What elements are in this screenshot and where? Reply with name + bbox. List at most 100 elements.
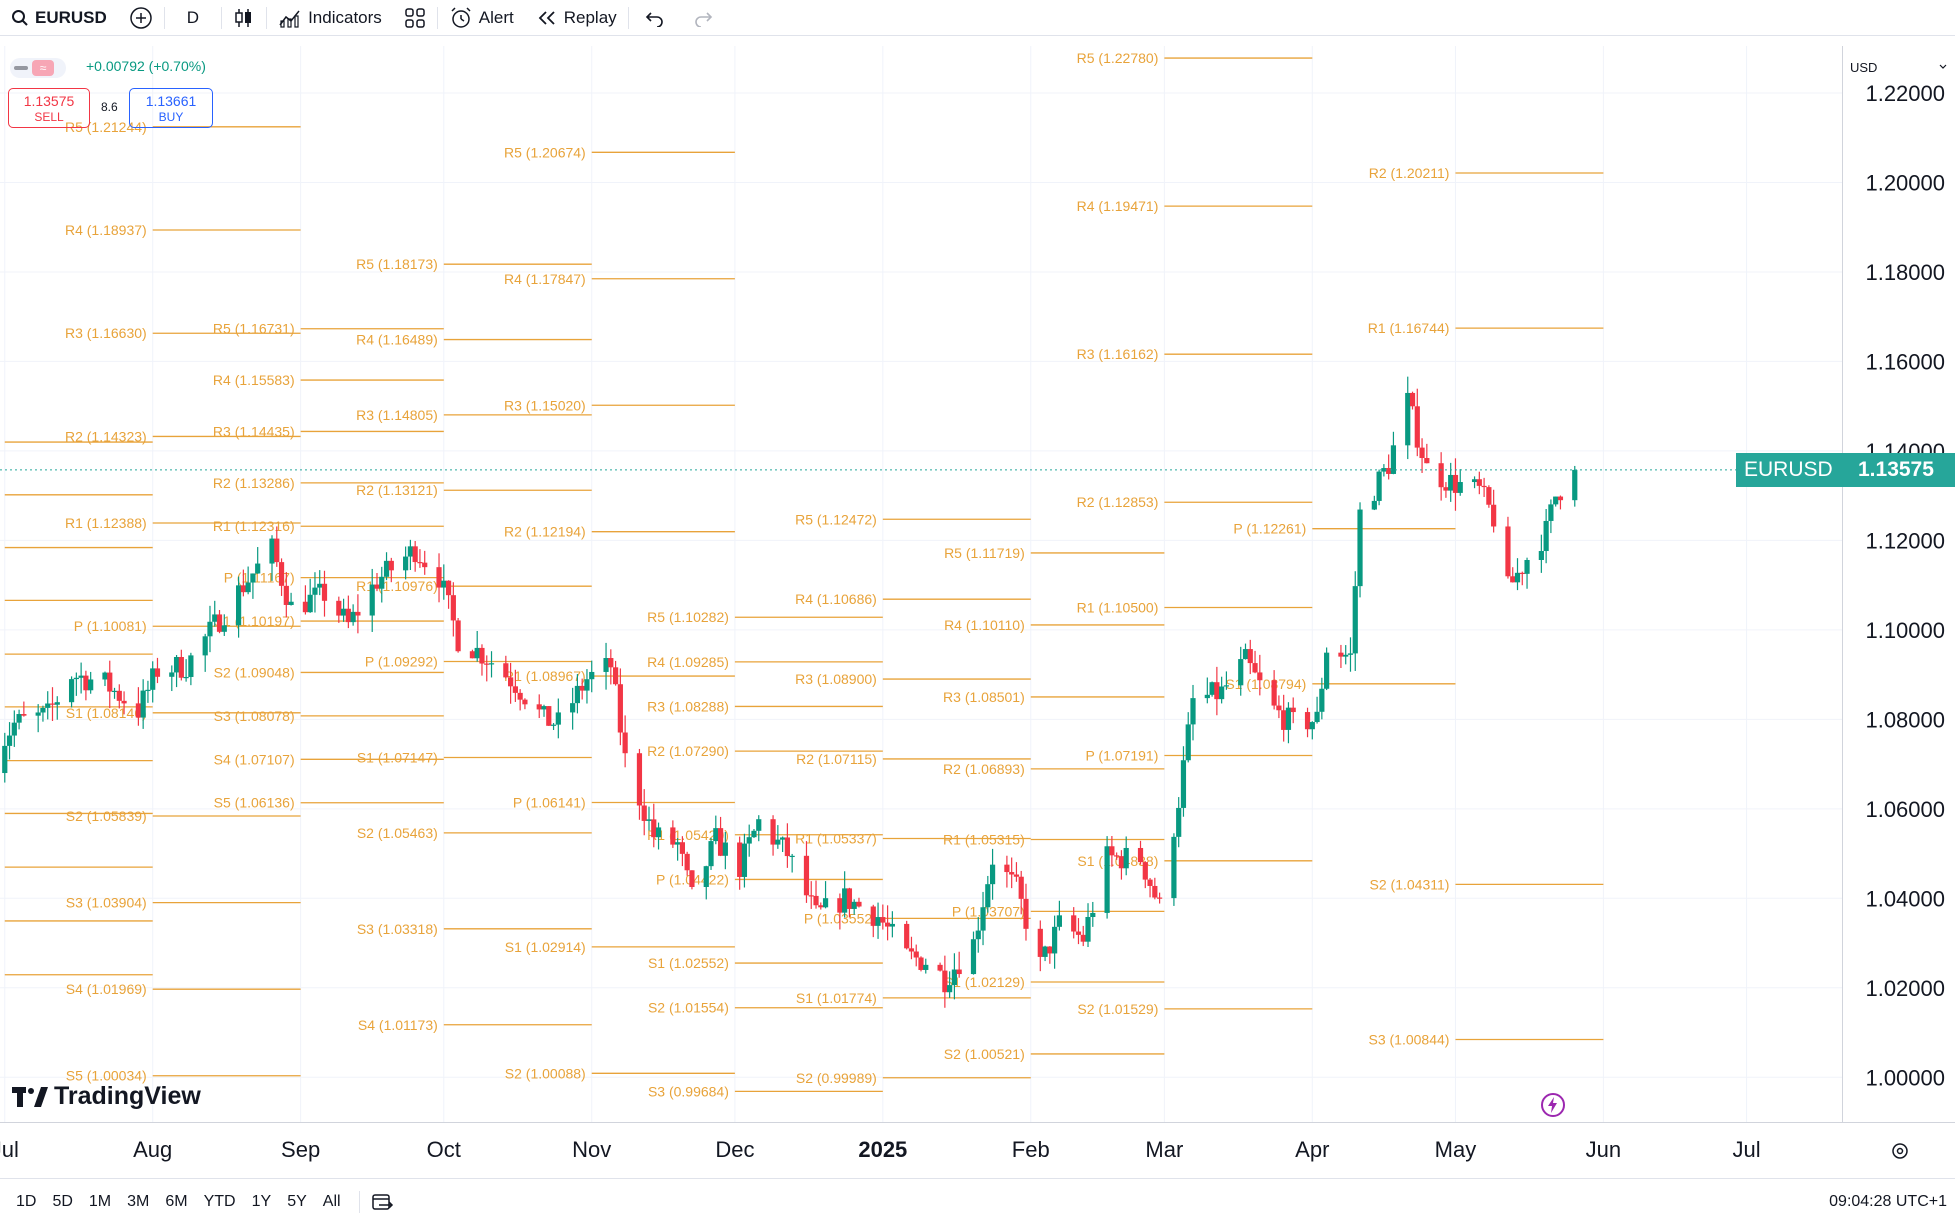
candle-body	[1352, 586, 1358, 654]
candle-body	[780, 837, 786, 840]
compare-symbol-button[interactable]	[118, 0, 164, 36]
pivot-label: S2 (1.05839)	[66, 808, 147, 824]
pivot-label: S3 (1.08078)	[214, 708, 295, 724]
range-button-6m[interactable]: 6M	[165, 1192, 188, 1210]
currency-label: USD	[1850, 59, 1878, 75]
alert-button[interactable]: Alert	[438, 0, 525, 36]
candle-body	[111, 690, 118, 693]
pivot-label: P (1.09292)	[365, 654, 438, 670]
redo-button[interactable]	[681, 0, 725, 36]
candle-body	[808, 895, 814, 897]
candle-body	[403, 556, 409, 571]
chart-pane[interactable]: R5 (1.14197)R4 (1.13018)R3 (1.11839)R2 (…	[0, 46, 1842, 1122]
candle-body	[307, 594, 313, 613]
candle-body	[636, 753, 643, 806]
candle-body	[1242, 649, 1249, 660]
candle-body	[1047, 946, 1053, 954]
redo-icon	[694, 11, 712, 27]
price-chart[interactable]: R5 (1.14197)R4 (1.13018)R3 (1.11839)R2 (…	[0, 46, 1842, 1122]
candle-body	[1553, 496, 1559, 505]
pivot-label: R2 (1.20211)	[1369, 165, 1450, 181]
pivot-label: R5 (1.21244)	[65, 119, 147, 135]
candle-body	[956, 969, 962, 975]
candle-body	[1319, 688, 1325, 712]
range-button-all[interactable]: All	[322, 1192, 341, 1210]
date-range-icon[interactable]	[370, 1191, 394, 1213]
candle-body	[455, 620, 461, 652]
candle-body	[937, 964, 943, 971]
symbol-search-button[interactable]: EURUSD	[0, 0, 118, 36]
range-button-5y[interactable]: 5Y	[287, 1192, 307, 1210]
pivot-label: S5 (1.00034)	[66, 1068, 147, 1084]
candle-body	[918, 957, 924, 970]
sell-button[interactable]: 1.13575 SELL	[8, 88, 90, 128]
candle-body	[150, 668, 156, 690]
price-tick-label: 1.16000	[1865, 349, 1945, 374]
candle-body	[708, 841, 714, 867]
candle-body	[445, 580, 452, 596]
last-price-tag: EURUSD 1.13575	[1736, 452, 1955, 487]
time-tick-label: Apr	[1295, 1137, 1329, 1162]
candle-body	[145, 689, 151, 692]
candle-body	[1448, 474, 1454, 491]
candle-body	[1118, 856, 1125, 869]
price-tick-label: 1.10000	[1865, 618, 1945, 643]
candle-body	[579, 685, 585, 691]
candle-body	[1214, 682, 1220, 700]
price-scale[interactable]: 1.22000 1.20000 1.18000 1.16000 1.14000 1.120…	[1842, 46, 1955, 1122]
time-tick-label: Jul	[1732, 1137, 1760, 1162]
candle-body	[846, 888, 853, 909]
range-button-1y[interactable]: 1Y	[251, 1192, 272, 1210]
candle-body	[6, 735, 13, 746]
lightning-icon[interactable]	[1540, 1092, 1566, 1118]
range-button-ytd[interactable]: YTD	[203, 1192, 236, 1210]
chart-type-button[interactable]	[222, 0, 266, 36]
candle-body	[608, 658, 614, 668]
candle-body	[1180, 760, 1187, 808]
range-button-5d[interactable]: 5D	[52, 1192, 73, 1210]
candle-body	[68, 679, 75, 703]
candle-body	[178, 657, 184, 678]
pivot-label: R3 (1.14805)	[356, 407, 438, 423]
buy-button[interactable]: 1.13661 BUY	[129, 88, 213, 128]
candle-body	[889, 923, 895, 927]
candle-body	[1190, 698, 1196, 725]
tradingview-logo[interactable]: TradingView	[12, 1082, 201, 1111]
pivot-label: R1 (1.05315)	[943, 831, 1025, 847]
candle-body	[1042, 946, 1048, 957]
candle-body	[1023, 898, 1029, 929]
candle-body	[21, 714, 27, 716]
range-button-1d[interactable]: 1D	[16, 1192, 37, 1210]
time-axis[interactable]: Jul Aug Sep Oct Nov Dec 2025 Feb Mar Apr May Jun Jul	[0, 1122, 1955, 1178]
candle-body	[1314, 711, 1320, 723]
candle-body	[574, 685, 581, 704]
pivot-label: R1 (1.12388)	[65, 515, 147, 531]
candle-body	[1075, 931, 1082, 935]
candle-body	[1471, 479, 1478, 483]
toolbar-divider	[266, 6, 268, 29]
candle-body	[536, 704, 542, 710]
candle-body	[355, 611, 361, 616]
pivot-label: R3 (1.14435)	[213, 423, 295, 439]
pivot-label: R3 (1.08288)	[647, 698, 729, 714]
undo-button[interactable]	[629, 0, 681, 36]
clock[interactable]: 09:04:28 UTC+1	[1829, 1193, 1947, 1210]
candle-body	[188, 655, 194, 677]
layouts-button[interactable]	[393, 0, 437, 36]
range-button-3m[interactable]: 3M	[127, 1192, 150, 1210]
replay-button[interactable]: Replay	[525, 0, 628, 36]
candle-body	[1271, 680, 1277, 706]
currency-selector[interactable]: USD	[1842, 54, 1955, 80]
price-tick-label: 1.12000	[1865, 528, 1945, 553]
candle-body	[1390, 445, 1397, 474]
pivot-label: R2 (1.13121)	[356, 482, 438, 498]
candle-body	[617, 684, 623, 733]
pivot-label: R1 (1.16744)	[1368, 320, 1450, 336]
candle-body	[374, 584, 380, 589]
pivot-label: S4 (1.01969)	[66, 981, 147, 997]
indicators-button[interactable]: Indicators	[267, 0, 393, 36]
legend-toggle[interactable]: ≈	[10, 58, 66, 78]
range-button-1m[interactable]: 1M	[88, 1192, 112, 1210]
interval-button[interactable]: D	[165, 0, 221, 36]
settings-icon[interactable]	[1892, 1143, 1908, 1159]
